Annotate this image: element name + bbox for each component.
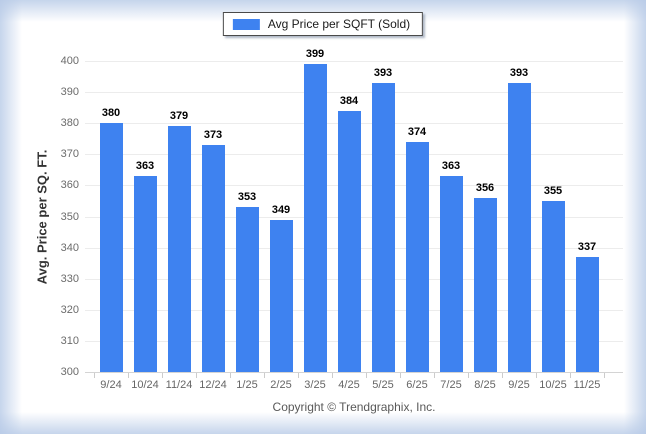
x-axis-tick bbox=[468, 373, 469, 378]
x-axis-tick bbox=[536, 373, 537, 378]
bar-value-label: 399 bbox=[305, 48, 325, 60]
x-axis-tick bbox=[366, 373, 367, 378]
y-tick-label: 400 bbox=[60, 55, 79, 67]
x-axis-tick bbox=[434, 373, 435, 378]
bar bbox=[507, 83, 531, 372]
bar bbox=[337, 111, 361, 372]
x-tick-label: 2/25 bbox=[270, 379, 292, 391]
x-tick-label: 10/24 bbox=[131, 379, 159, 391]
x-axis-tick bbox=[570, 373, 571, 378]
bar bbox=[473, 198, 497, 372]
bar-value-label: 355 bbox=[543, 185, 563, 197]
x-tick-label: 4/25 bbox=[338, 379, 360, 391]
bar-value-label: 384 bbox=[339, 95, 359, 107]
bar-value-label: 353 bbox=[237, 191, 257, 203]
x-tick-label: 7/25 bbox=[440, 379, 462, 391]
bar bbox=[303, 64, 327, 372]
x-tick-label: 11/24 bbox=[165, 379, 193, 391]
bar-value-label: 380 bbox=[101, 107, 121, 119]
bar-value-label: 393 bbox=[509, 67, 529, 79]
x-tick-label: 5/25 bbox=[372, 379, 394, 391]
y-tick-label: 340 bbox=[60, 241, 79, 254]
grid-line bbox=[85, 92, 623, 94]
bar-value-label: 373 bbox=[203, 129, 223, 141]
bar bbox=[405, 142, 429, 372]
y-tick-label: 350 bbox=[60, 210, 79, 223]
y-tick-label: 300 bbox=[60, 366, 79, 378]
x-axis-tick bbox=[298, 373, 299, 378]
legend-swatch-icon bbox=[232, 18, 260, 30]
bar-value-label: 363 bbox=[135, 160, 155, 172]
bar bbox=[269, 220, 293, 372]
x-axis-tick bbox=[604, 373, 605, 378]
bar-value-label: 349 bbox=[271, 204, 291, 216]
x-tick-label: 9/24 bbox=[100, 379, 122, 391]
bar bbox=[201, 145, 225, 372]
x-axis-line bbox=[85, 372, 623, 373]
legend: Avg Price per SQFT (Sold) bbox=[222, 12, 424, 36]
bar bbox=[371, 83, 395, 372]
bar bbox=[439, 176, 463, 372]
y-tick-label: 380 bbox=[60, 117, 79, 130]
x-axis-tick bbox=[400, 373, 401, 378]
y-tick-label: 390 bbox=[60, 86, 79, 99]
x-axis-tick bbox=[162, 373, 163, 378]
grid-line bbox=[85, 61, 623, 62]
y-tick-label: 320 bbox=[60, 303, 79, 316]
x-axis-tick bbox=[128, 373, 129, 378]
x-tick-label: 1/25 bbox=[236, 379, 258, 391]
x-axis-tick bbox=[196, 373, 197, 378]
x-tick-label: 8/25 bbox=[474, 379, 496, 391]
bar bbox=[99, 123, 123, 372]
bar-value-label: 356 bbox=[475, 182, 495, 194]
x-axis-tick bbox=[332, 373, 333, 378]
x-axis-tick bbox=[94, 373, 95, 378]
bar bbox=[235, 207, 259, 372]
copyright-text: Copyright © Trendgraphix, Inc. bbox=[272, 400, 436, 414]
bar bbox=[541, 201, 565, 372]
x-tick-label: 10/25 bbox=[539, 379, 567, 391]
y-tick-label: 310 bbox=[60, 334, 79, 347]
legend-label: Avg Price per SQFT (Sold) bbox=[267, 17, 411, 31]
bar-value-label: 337 bbox=[577, 241, 597, 253]
x-axis-tick bbox=[230, 373, 231, 378]
bar-value-label: 363 bbox=[441, 160, 461, 172]
x-tick-label: 9/25 bbox=[508, 379, 530, 391]
y-tick-label: 330 bbox=[60, 272, 79, 285]
x-axis-tick bbox=[264, 373, 265, 378]
bar bbox=[575, 257, 599, 372]
x-tick-label: 11/25 bbox=[573, 379, 601, 391]
bar-value-label: 374 bbox=[407, 126, 427, 138]
y-tick-label: 360 bbox=[60, 179, 79, 192]
bar bbox=[167, 126, 191, 372]
x-tick-label: 3/25 bbox=[304, 379, 326, 391]
x-tick-label: 12/24 bbox=[199, 379, 227, 391]
bar-value-label: 379 bbox=[169, 110, 189, 122]
bar bbox=[133, 176, 157, 372]
x-tick-label: 6/25 bbox=[406, 379, 428, 391]
bar-value-label: 393 bbox=[373, 67, 393, 79]
x-axis-tick bbox=[502, 373, 503, 378]
y-tick-label: 370 bbox=[60, 148, 79, 161]
